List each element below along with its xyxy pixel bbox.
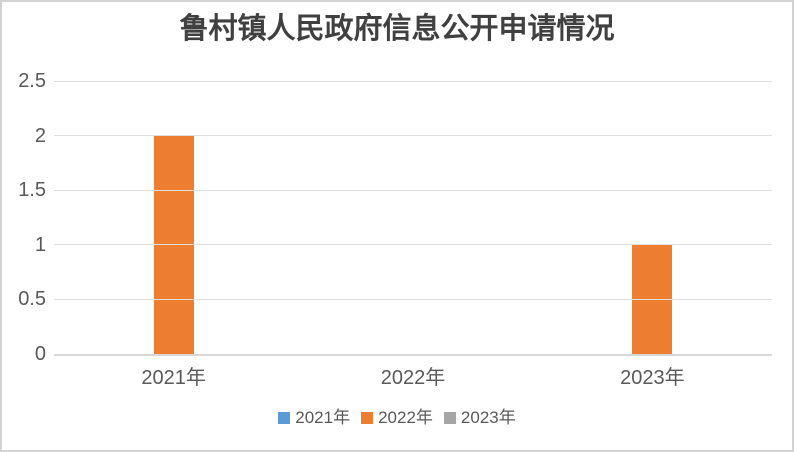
y-axis-tick-label: 1 — [34, 233, 46, 256]
legend-swatch-icon — [361, 412, 374, 424]
x-axis-category-label: 2021年 — [141, 367, 206, 389]
gridline — [54, 135, 772, 137]
legend-label: 2021年 — [295, 408, 351, 427]
y-axis-tick-label: 1.5 — [18, 179, 46, 202]
x-axis-category-label: 2022年 — [380, 367, 446, 389]
gridline — [54, 244, 772, 246]
legend-label: 2022年 — [378, 408, 433, 427]
gridline — [54, 80, 772, 82]
y-axis-tick-label: 2.5 — [18, 70, 46, 92]
legend-item: 2022年 — [361, 409, 433, 427]
legend-swatch-icon — [278, 412, 291, 424]
chart-title: 鲁村镇人民政府信息公开申请情况 — [179, 11, 615, 45]
legend-item: 2023年 — [443, 408, 516, 427]
legend-label: 2023年 — [460, 408, 516, 427]
gridline — [54, 298, 772, 300]
y-axis-tick-label: 2 — [34, 124, 46, 147]
x-axis-category-label: 2023年 — [620, 367, 685, 389]
legend-item: 2021年 — [278, 409, 350, 427]
y-axis-tick-label: 0 — [34, 343, 46, 365]
gridline — [54, 189, 772, 191]
legend: 2021年 2022年 2023年 — [2, 409, 792, 427]
x-axis-line — [54, 354, 772, 356]
y-axis-tick-label: 0.5 — [18, 288, 46, 311]
legend-swatch-icon — [443, 412, 456, 424]
